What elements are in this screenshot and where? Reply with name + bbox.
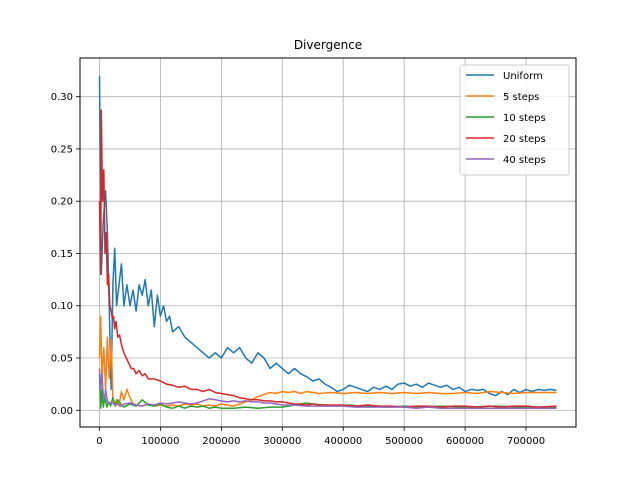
y-tick-label: 0.10 [51, 301, 73, 312]
legend-label: Uniform [503, 71, 543, 82]
legend-label: 20 steps [503, 134, 546, 145]
y-tick-label: 0.25 [51, 144, 73, 155]
x-tick-label: 100000 [141, 436, 179, 447]
legend: Uniform 5 steps 10 steps 20 steps 40 steps [459, 64, 570, 176]
x-tick-label: 400000 [324, 436, 362, 447]
series-line-1 [98, 315, 557, 407]
series-layer [98, 75, 557, 409]
legend-label: 40 steps [503, 155, 546, 166]
y-tick-label: 0.30 [51, 92, 73, 103]
x-tick-label: 200000 [202, 436, 240, 447]
series-line-4 [98, 368, 557, 409]
x-tick-label: 600000 [446, 436, 484, 447]
y-tick-label: 0.00 [51, 406, 73, 417]
x-tick-label: 0 [96, 436, 102, 447]
axis-ticks: 0 100000 200000 300000 400000 500000 600000 700… [51, 92, 545, 447]
legend-box [459, 64, 570, 176]
chart-title: Divergence [294, 38, 362, 52]
grid [80, 58, 576, 427]
legend-label: 10 steps [503, 113, 546, 124]
y-tick-label: 0.20 [51, 197, 73, 208]
plot-frame [79, 57, 577, 428]
legend-label: 5 steps [503, 92, 539, 103]
x-tick-label: 300000 [263, 436, 301, 447]
x-tick-label: 500000 [385, 436, 423, 447]
series-line-0 [98, 75, 557, 397]
y-tick-label: 0.15 [51, 249, 73, 260]
series-line-2 [98, 373, 557, 409]
y-tick-label: 0.05 [51, 354, 73, 365]
x-tick-label: 700000 [507, 436, 545, 447]
